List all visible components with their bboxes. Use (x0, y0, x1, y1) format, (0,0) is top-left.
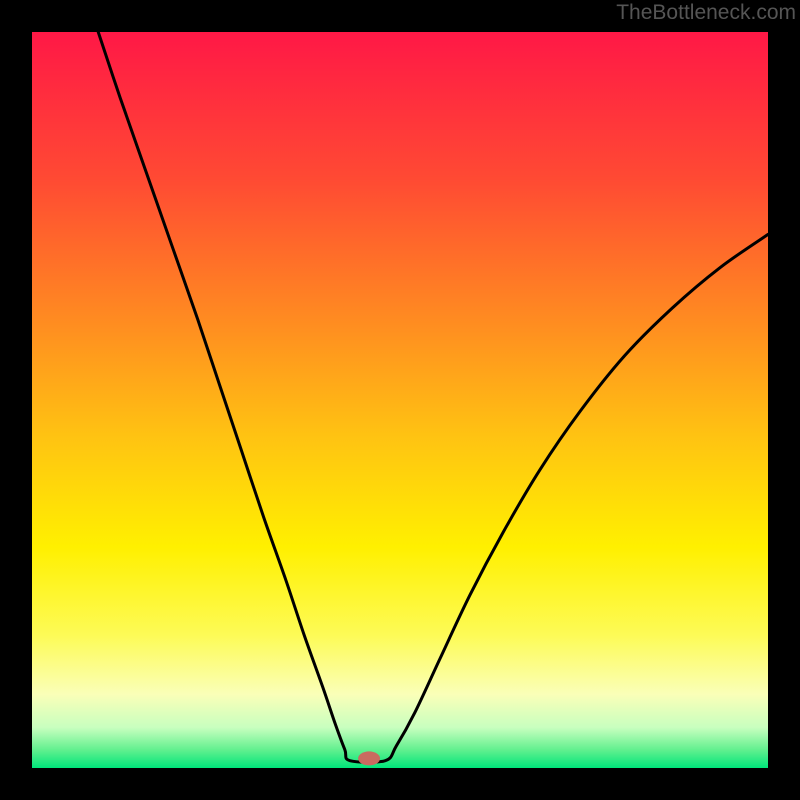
watermark-text: TheBottleneck.com (616, 0, 800, 25)
optimal-point-marker (358, 751, 380, 765)
bottleneck-chart (0, 0, 800, 800)
chart-stage: TheBottleneck.com (0, 0, 800, 800)
plot-background-gradient (32, 32, 768, 768)
